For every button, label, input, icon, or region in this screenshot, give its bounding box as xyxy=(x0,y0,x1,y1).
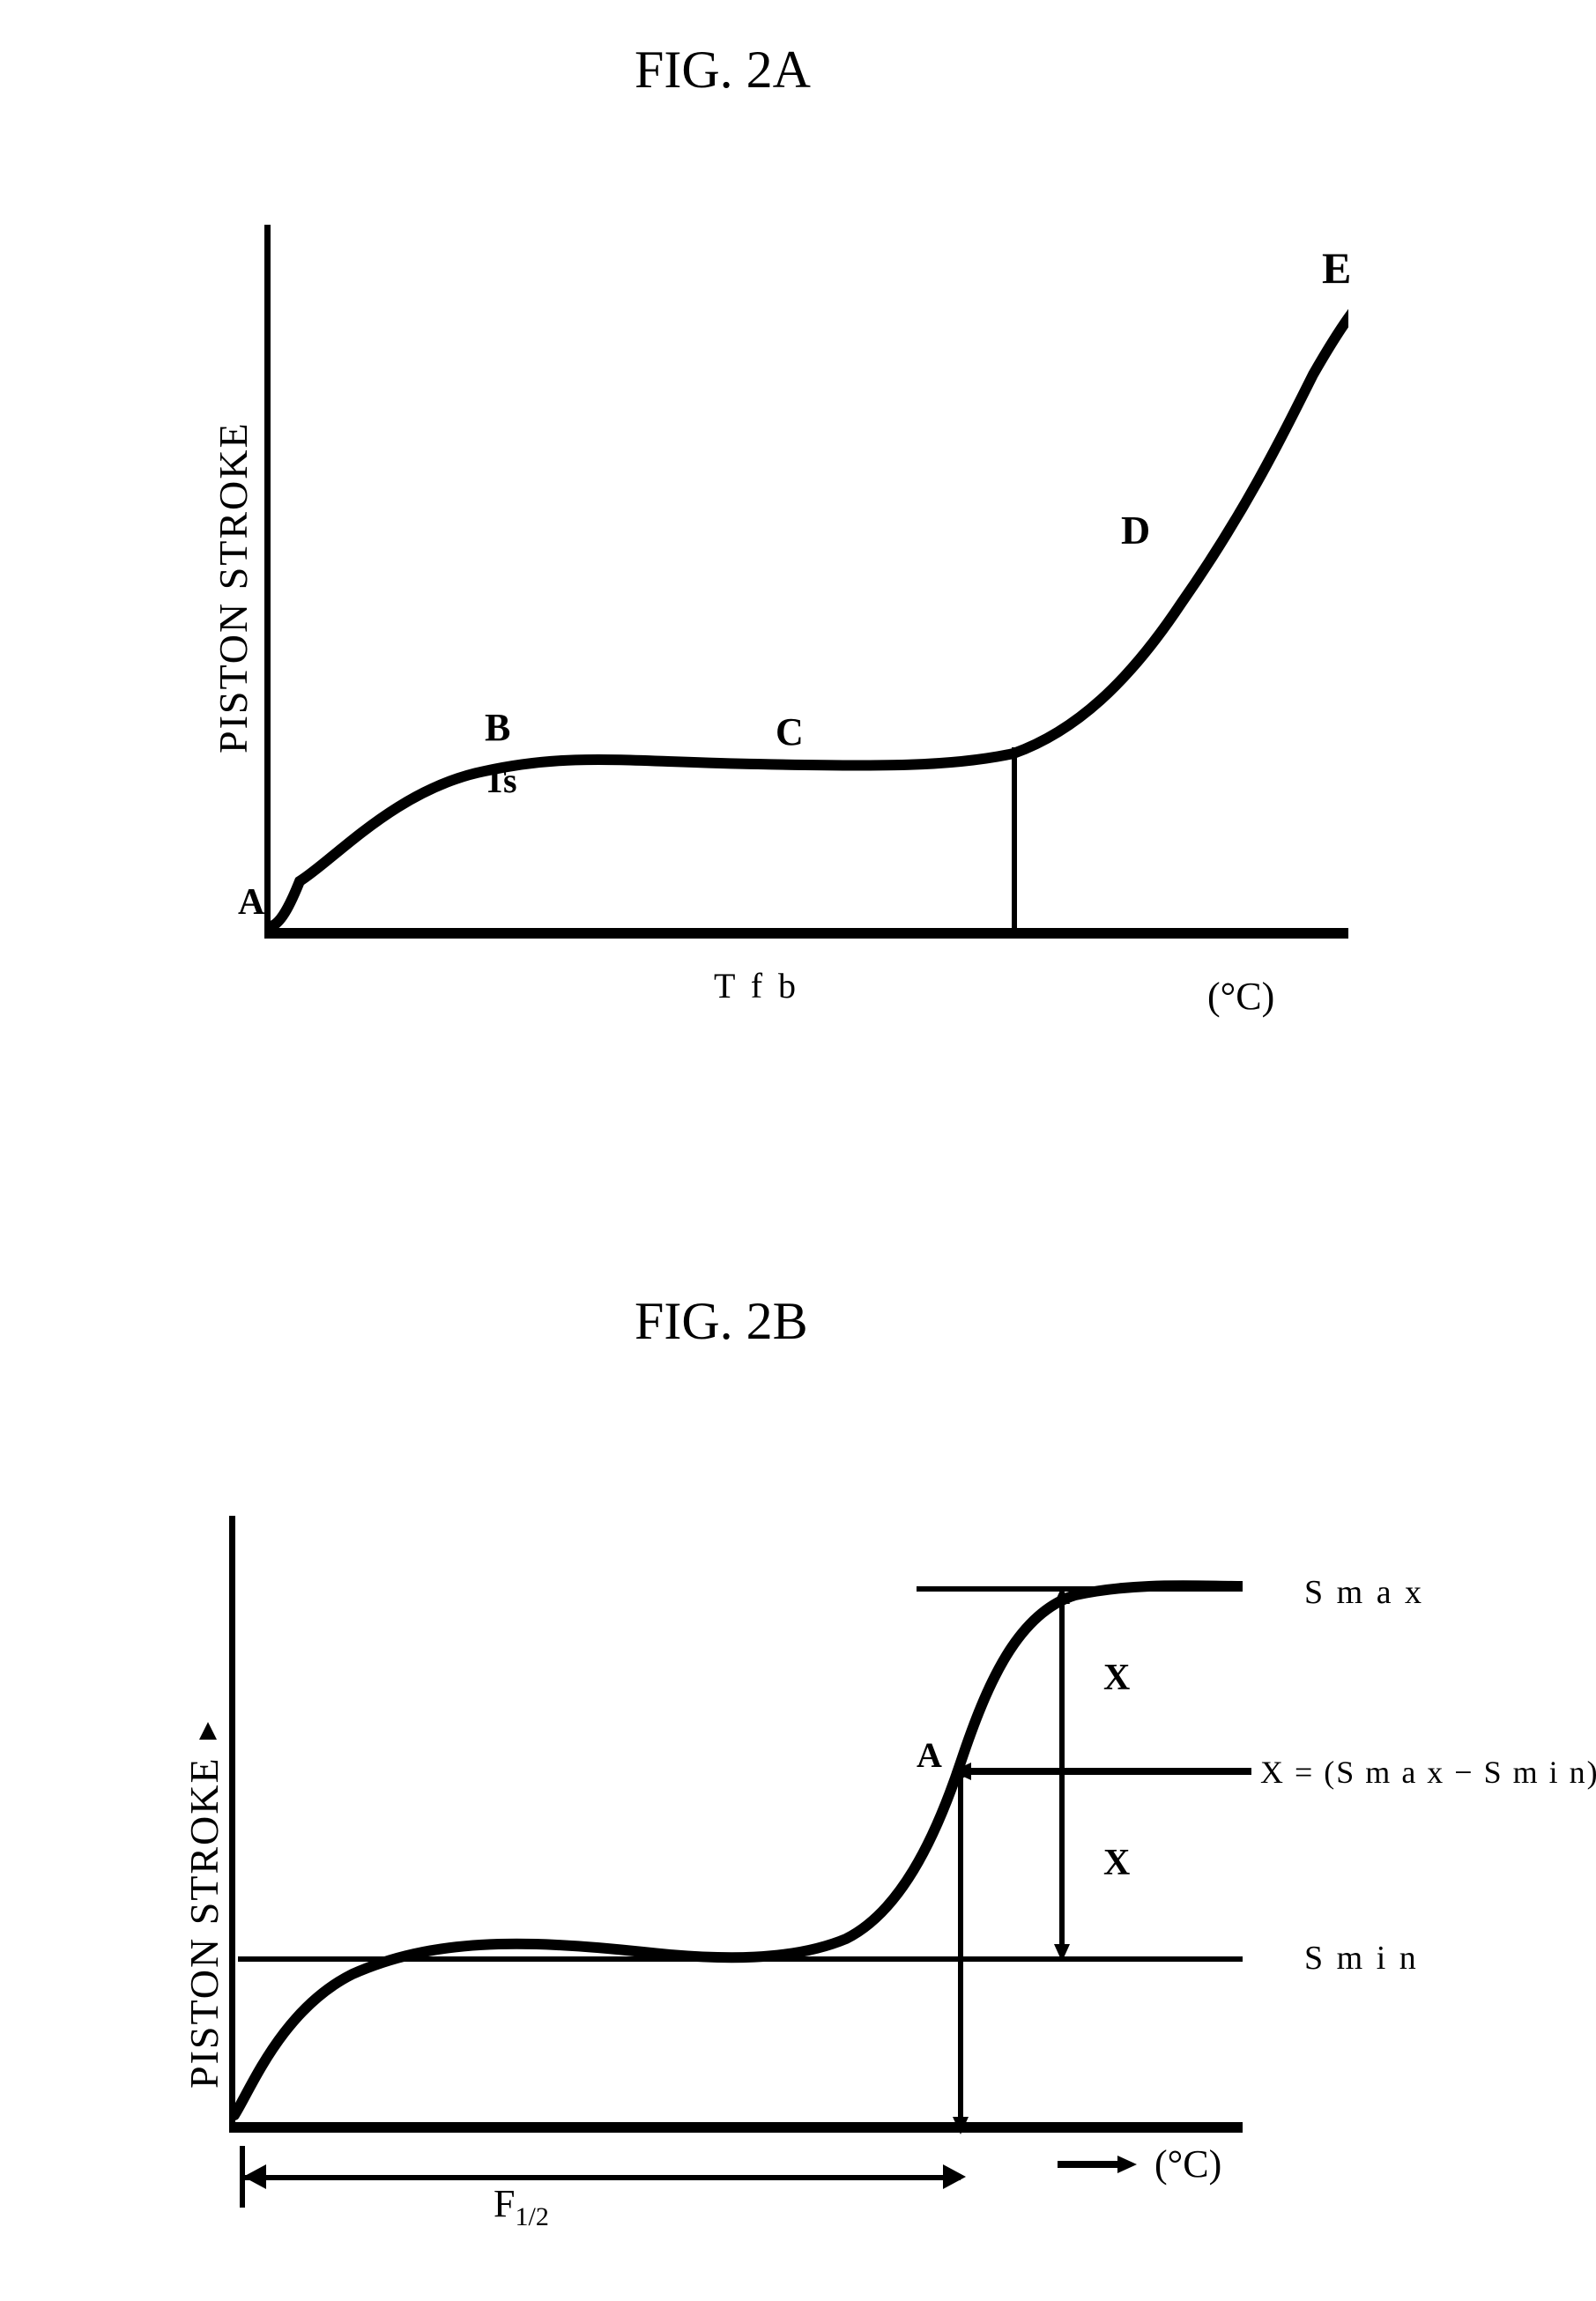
fig-b-x-dimline xyxy=(1051,1586,1073,1962)
fig-b-mid-arrow xyxy=(952,1761,1251,1782)
fig-a-point-C: C xyxy=(776,709,804,754)
fig-a-point-D: D xyxy=(1121,507,1150,553)
fig-b-chart xyxy=(229,1516,1243,2133)
fig-b-curve xyxy=(234,1585,1243,2115)
fig-b-ylabel-text: PISTON STROKE xyxy=(182,1756,226,2089)
fig-b-fhalf-tick-left-arrow xyxy=(243,2161,275,2193)
fig-b-ylabel-arrow-icon xyxy=(199,1722,217,1740)
fig-b-xunit: (°C) xyxy=(1154,2141,1221,2186)
fig-a-chart xyxy=(264,225,1348,939)
fig-b-fhalf-bar xyxy=(242,2175,961,2180)
fig-a-svg xyxy=(264,225,1348,939)
fig-b-smax-line xyxy=(917,1586,1243,1592)
fig-b-smax-label: S m a x xyxy=(1304,1573,1424,1612)
fig-b-xunit-arrow-icon xyxy=(1058,2154,1137,2175)
fig-b-svg xyxy=(229,1516,1243,2133)
fig-b-X-lower: X xyxy=(1103,1842,1130,1884)
fig-a-curve xyxy=(273,282,1348,925)
fig-b-smin-label: S m i n xyxy=(1304,1939,1419,1978)
fig-b-ylabel: PISTON STROKE xyxy=(181,1722,227,2089)
fig-a-point-E: E xyxy=(1322,242,1351,293)
fig-b-fhalf-sub: 1/2 xyxy=(515,2202,548,2231)
fig-b-title: FIG. 2B xyxy=(635,1291,808,1352)
fig-a-point-A: A xyxy=(238,881,264,924)
fig-a-tfb-dropline xyxy=(1012,747,1017,934)
fig-a-ylabel: PISTON STROKE xyxy=(210,421,256,753)
fig-b-smin-line xyxy=(238,1956,1243,1962)
fig-b-Xeq: X = (S m a x − S m i n) / 2 xyxy=(1260,1754,1596,1791)
fig-a-tfb-label: T f b xyxy=(714,965,799,1006)
fig-b-X-upper: X xyxy=(1103,1657,1130,1699)
fig-a-point-B: B xyxy=(485,705,510,750)
fig-b-point-A: A xyxy=(917,1734,942,1776)
fig-a-xunit: (°C) xyxy=(1207,974,1274,1019)
fig-a-title: FIG. 2A xyxy=(635,40,811,100)
fig-b-fhalf-tick-right xyxy=(934,2161,966,2193)
fig-b-fhalf-F: F xyxy=(494,2182,515,2225)
fig-b-fhalf-label: F1/2 xyxy=(494,2181,549,2232)
fig-b-A-dropline xyxy=(950,1773,971,2134)
fig-a-point-Ts: Ts xyxy=(483,760,517,801)
